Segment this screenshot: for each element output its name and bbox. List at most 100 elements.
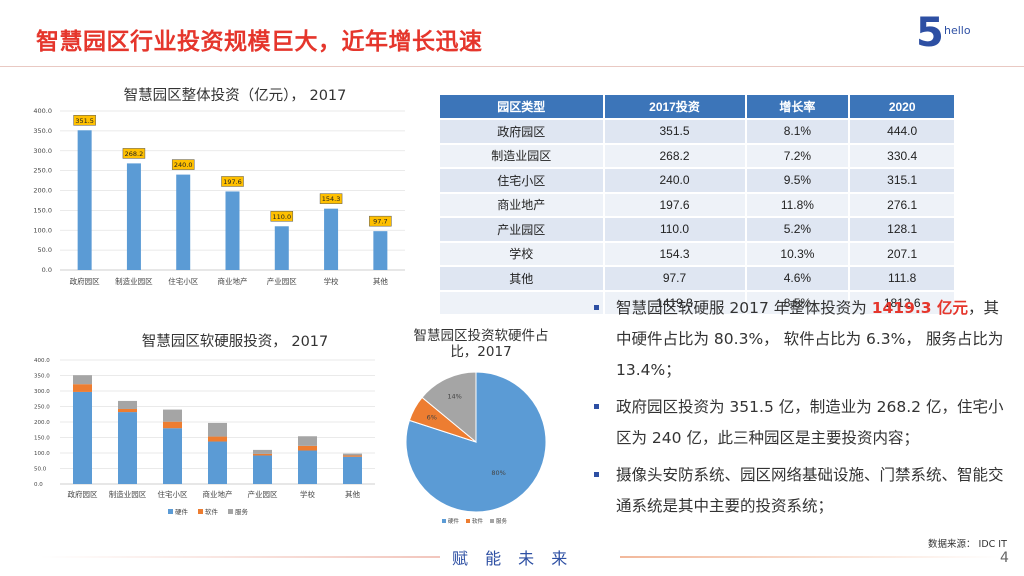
chart3-legend-swatch [466,519,470,523]
header-divider [0,66,1024,67]
chart3-legend-label: 软件 [472,517,484,525]
chart1-data-label: 268.2 [125,150,144,158]
table-header-cell: 2020 [849,95,956,120]
chart1-overall-investment: 0.0 50.0 100.0 150.0 200.0 250.0 300.0 350.0 400… [33,107,405,286]
chart2-bar-segment [253,453,272,456]
chart2-category-label: 制造业园区 [109,489,147,499]
chart1-category-label: 政府园区 [70,276,100,286]
table-cell: 268.2 [603,143,747,169]
table-cell: 111.8 [849,266,956,292]
bullet-marker [594,472,599,477]
chart2-bar-segment [73,384,92,392]
chart2-legend-label: 服务 [235,507,249,516]
table-row: 产业园区 110.0 5.2% 128.1 [440,217,956,243]
table-row: 1419.3 8.5% 1812.6 [440,290,956,316]
key-points: 智慧园区软硬服 2017 年整体投资为 1419.3 亿元，其中硬件占比为 80… [592,293,1012,528]
table-cell: 197.6 [603,192,747,218]
chart1-data-label-box [122,148,146,159]
chart2-category-label: 政府园区 [68,489,98,499]
table-cell: 110.0 [603,217,747,243]
table-cell: 10.3% [745,241,851,267]
chart2-bar-segment [163,421,182,429]
chart1-ytick-label: 400.0 [33,107,52,115]
table-cell: 207.1 [849,241,956,267]
chart2-category-label: 商业地产 [203,489,233,499]
bullet-3-text: 摄像头安防系统、园区网络基础设施、门禁系统、智能交通系统是其中主要的投资系统； [616,466,1004,515]
chart2-title: 智慧园区软硬服投资， 2017 [141,334,329,350]
chart1-ytick-label: 200.0 [33,187,52,195]
chart1-bar [324,208,339,270]
table-cell: 97.7 [603,266,747,292]
table-header-cell: 园区类型 [440,95,605,120]
chart3-pie-share: 80% 6% 14% 硬件 软件 服务 [405,371,547,525]
chart1-data-label: 240.0 [174,161,193,169]
chart1-category-label: 其他 [373,276,388,286]
chart2-ytick-label: 250.0 [34,405,50,411]
page-number: 4 [1000,550,1009,566]
chart1-data-label: 97.7 [373,218,387,226]
bullet-3: 摄像头安防系统、园区网络基础设施、门禁系统、智能交通系统是其中主要的投资系统； [592,460,1012,522]
chart2-bar-segment [118,412,137,484]
table-cell: 制造业园区 [440,143,605,169]
chart3-slice [421,371,477,444]
chart3-legend-label: 硬件 [448,517,460,525]
chart2-legend-label: 软件 [205,507,219,516]
chart1-bar [225,191,240,270]
chart2-category-label: 其他 [345,489,360,499]
table-cell: 政府园区 [440,119,605,145]
bullet-1-text-after: ，其中硬件占比为 80.3%， 软件占比为 6.3%， 服务占比为 13.4%； [616,299,1004,379]
chart3-legend-label: 服务 [496,517,508,525]
chart1-ytick-label: 350.0 [33,127,52,135]
chart1-data-label-box [73,115,96,126]
chart3-value-label: 14% [447,392,461,400]
chart2-bar-segment [73,391,92,484]
logo-text: hello [944,24,971,37]
chart2-bar-segment [298,436,317,446]
chart2-bar-segment [298,445,317,451]
chart1-category-label: 产业园区 [267,276,297,286]
chart3-title: 智慧园区投资软硬件占 比，2017 [396,328,566,360]
chart3-title-line2: 比，2017 [450,344,512,360]
table-cell: 276.1 [849,192,956,218]
chart2-ytick-label: 150.0 [34,436,50,442]
chart1-data-label-box [221,176,244,187]
chart2-ytick-label: 400.0 [34,358,50,364]
chart1-data-label-box [270,211,294,222]
bullet-1-text-before: 智慧园区软硬服 2017 年整体投资为 [616,299,872,317]
chart2-category-label: 住宅小区 [158,489,188,499]
chart1-ytick-label: 300.0 [33,147,52,155]
chart1-bar [77,130,92,270]
bullet-marker [594,404,599,409]
table-cell: 7.2% [745,143,851,169]
table-cell: 315.1 [849,168,956,194]
footer-slogan: 赋 能 未 来 [452,549,574,568]
table-cell: 住宅小区 [440,168,605,194]
data-source: 数据来源： IDC IT [928,539,1007,550]
chart1-data-label: 197.6 [223,178,242,186]
chart3-value-label: 6% [427,414,437,422]
slide-title: 智慧园区行业投资规模巨大，近年增长迅速 [36,29,483,55]
chart1-data-label-box [319,193,343,204]
table-cell: 8.5% [745,290,851,316]
bullet-marker [594,305,599,310]
chart2-ytick-label: 350.0 [34,374,50,380]
chart2-ytick-label: 300.0 [34,389,50,395]
chart2-bar-segment [73,375,92,385]
logo-digit: 5 [916,10,944,56]
bullet-1-highlight: 1419.3 亿元 [871,299,968,317]
chart2-hw-sw-service-investment: 0.0 50.0 100.0 150.0 200.0 250.0 300.0 350.0 400… [34,358,375,516]
table-cell: 4.6% [745,266,851,292]
table-cell: 8.1% [745,119,851,145]
chart1-bar [274,226,289,270]
table-cell: 5.2% [745,217,851,243]
table-cell: 240.0 [603,168,747,194]
chart2-legend-swatch [228,509,233,514]
investment-table: 园区类型 2017投资 增长率 2020 政府园区 351.5 8.1% 444.0 制… [440,95,956,316]
chart2-bar-segment [208,436,227,442]
chart2-ytick-label: 200.0 [34,420,50,426]
table-cell: 商业地产 [440,192,605,218]
table-cell: 11.8% [745,192,851,218]
footer-line-left [40,556,440,558]
chart2-bar-segment [343,455,362,457]
chart2-legend-label: 硬件 [175,507,189,516]
